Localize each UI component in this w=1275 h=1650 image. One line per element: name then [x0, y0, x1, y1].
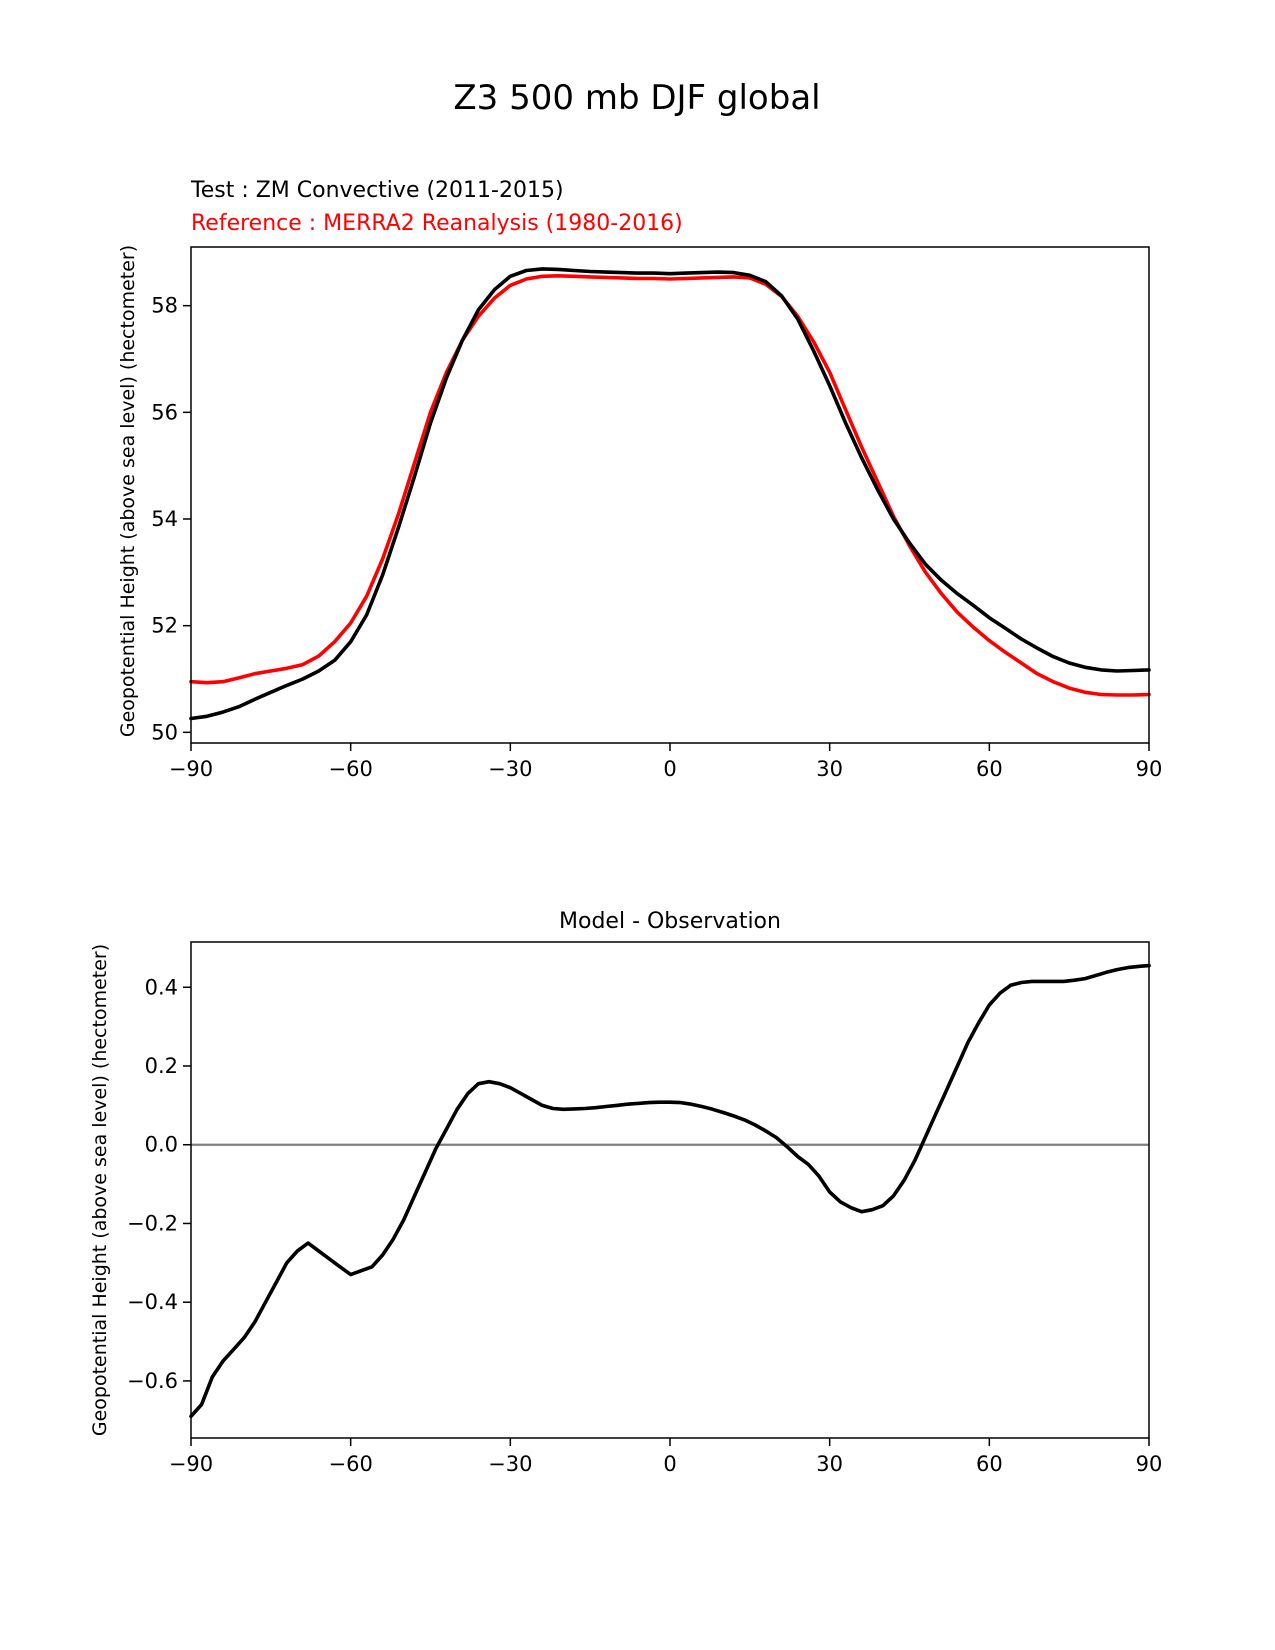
top-x-tick-label: −30	[488, 757, 532, 781]
bottom-y-tick-label: 0.4	[145, 975, 178, 999]
bottom-x-tick-label: 90	[1136, 1452, 1163, 1476]
top-series-line-1	[189, 273, 1151, 697]
top-x-tick-label: −60	[329, 757, 373, 781]
bottom-panel: Model - Observation Geopotential Height …	[89, 909, 1162, 1476]
top-y-tick-label: 54	[151, 507, 178, 531]
top-y-tick-label: 50	[151, 720, 178, 744]
bottom-y-tick-label: −0.6	[127, 1369, 178, 1393]
top-x-tick-label: 30	[816, 757, 843, 781]
top-x-tick-label: 0	[663, 757, 676, 781]
bottom-y-axis-label: Geopotential Height (above sea level) (h…	[89, 944, 111, 1436]
top-series	[189, 267, 1151, 721]
bottom-x-tick-label: −30	[488, 1452, 532, 1476]
top-x-tick-label: −90	[169, 757, 213, 781]
reference-label: Reference : MERRA2 Reanalysis (1980-2016…	[191, 211, 683, 236]
top-plot-frame	[190, 246, 1150, 744]
bottom-ticks: −90 −60 −30 0 30 60 90 −0.6 −0.4 −0.2 0.0 0.2 0.4	[127, 975, 1162, 1476]
bottom-y-tick-label: 0.0	[145, 1133, 178, 1157]
bottom-plot-frame	[190, 941, 1150, 1439]
bottom-series	[189, 963, 1151, 1419]
bottom-y-tick-label: −0.2	[127, 1211, 178, 1235]
bottom-y-tick-label: 0.2	[145, 1054, 178, 1078]
bottom-x-tick-label: 0	[663, 1452, 676, 1476]
top-x-tick-label: 90	[1136, 757, 1163, 781]
top-y-tick-label: 56	[151, 400, 178, 424]
test-label: Test : ZM Convective (2011-2015)	[190, 178, 564, 203]
top-panel: Test : ZM Convective (2011-2015) Referen…	[117, 178, 1162, 781]
bottom-y-tick-label: −0.4	[127, 1290, 178, 1314]
top-series-line-0	[189, 267, 1151, 721]
bottom-series-line-0	[189, 963, 1151, 1419]
top-y-axis-label: Geopotential Height (above sea level) (h…	[117, 245, 139, 737]
top-y-tick-label: 58	[151, 294, 178, 318]
bottom-x-tick-label: 60	[976, 1452, 1003, 1476]
bottom-x-tick-label: −90	[169, 1452, 213, 1476]
bottom-title: Model - Observation	[559, 909, 781, 934]
top-x-tick-label: 60	[976, 757, 1003, 781]
top-y-tick-label: 52	[151, 614, 178, 638]
figure-title: Z3 500 mb DJF global	[453, 78, 820, 118]
bottom-x-tick-label: 30	[816, 1452, 843, 1476]
top-ticks: −90 −60 −30 0 30 60 90 50 52 54 56 58	[151, 294, 1162, 781]
bottom-x-tick-label: −60	[329, 1452, 373, 1476]
